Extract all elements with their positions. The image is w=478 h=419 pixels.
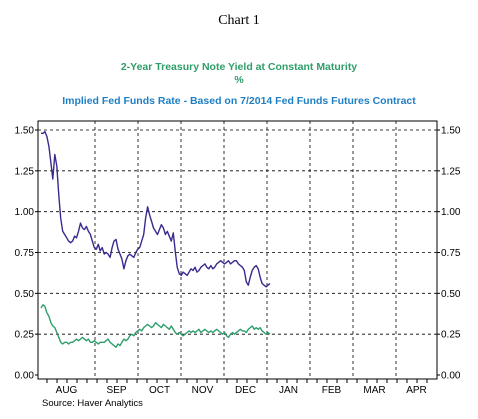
y-tick-label-right: 0.50 <box>441 289 461 300</box>
grid <box>38 121 437 379</box>
y-tick-label-right: 0.25 <box>441 330 461 341</box>
subtitle-line-2: % <box>234 74 244 86</box>
x-tick-label: NOV <box>192 385 214 396</box>
source-note: Source: Haver Analytics <box>42 398 143 409</box>
y-axis: 0.00 0.00 0.25 0.25 0.50 0.50 0.75 0.75 1.00 1.00… <box>15 126 461 382</box>
x-tick-label: JAN <box>279 385 298 396</box>
subtitle-line-3: Implied Fed Funds Rate - Based on 7/2014… <box>62 95 416 107</box>
y-tick-label-left: 0.25 <box>15 330 35 341</box>
x-tick-label: APR <box>406 385 427 396</box>
chart-label: Chart 1 <box>218 13 260 28</box>
y-tick-label-right: 0.00 <box>441 371 461 382</box>
y-tick-label-left: 0.00 <box>15 371 35 382</box>
subtitle-line-1: 2-Year Treasury Note Yield at Constant M… <box>121 61 357 73</box>
x-tick-label: MAR <box>363 385 385 396</box>
y-tick-label-left: 0.75 <box>15 248 35 259</box>
x-tick-label: OCT <box>149 385 170 396</box>
series-line-2 <box>40 304 271 348</box>
y-tick-label-left: 1.25 <box>15 166 35 177</box>
y-tick-label-left: 1.50 <box>15 126 35 137</box>
series-line-1 <box>41 130 271 288</box>
x-tick-label: FEB <box>322 385 342 396</box>
y-tick-label-left: 1.00 <box>15 207 35 218</box>
x-tick-label: AUG <box>56 385 78 396</box>
y-tick-label-right: 1.50 <box>441 126 461 137</box>
series-layer <box>40 130 271 348</box>
x-tick-label: SEP <box>106 385 126 396</box>
y-tick-label-right: 0.75 <box>441 248 461 259</box>
x-tick-label: DEC <box>235 385 256 396</box>
y-tick-label-right: 1.00 <box>441 207 461 218</box>
y-tick-label-right: 1.25 <box>441 166 461 177</box>
x-axis: AUG SEP OCT NOV DEC JAN FEB MAR APR <box>46 379 428 396</box>
y-tick-label-left: 0.50 <box>15 289 35 300</box>
plot-frame <box>37 120 438 380</box>
